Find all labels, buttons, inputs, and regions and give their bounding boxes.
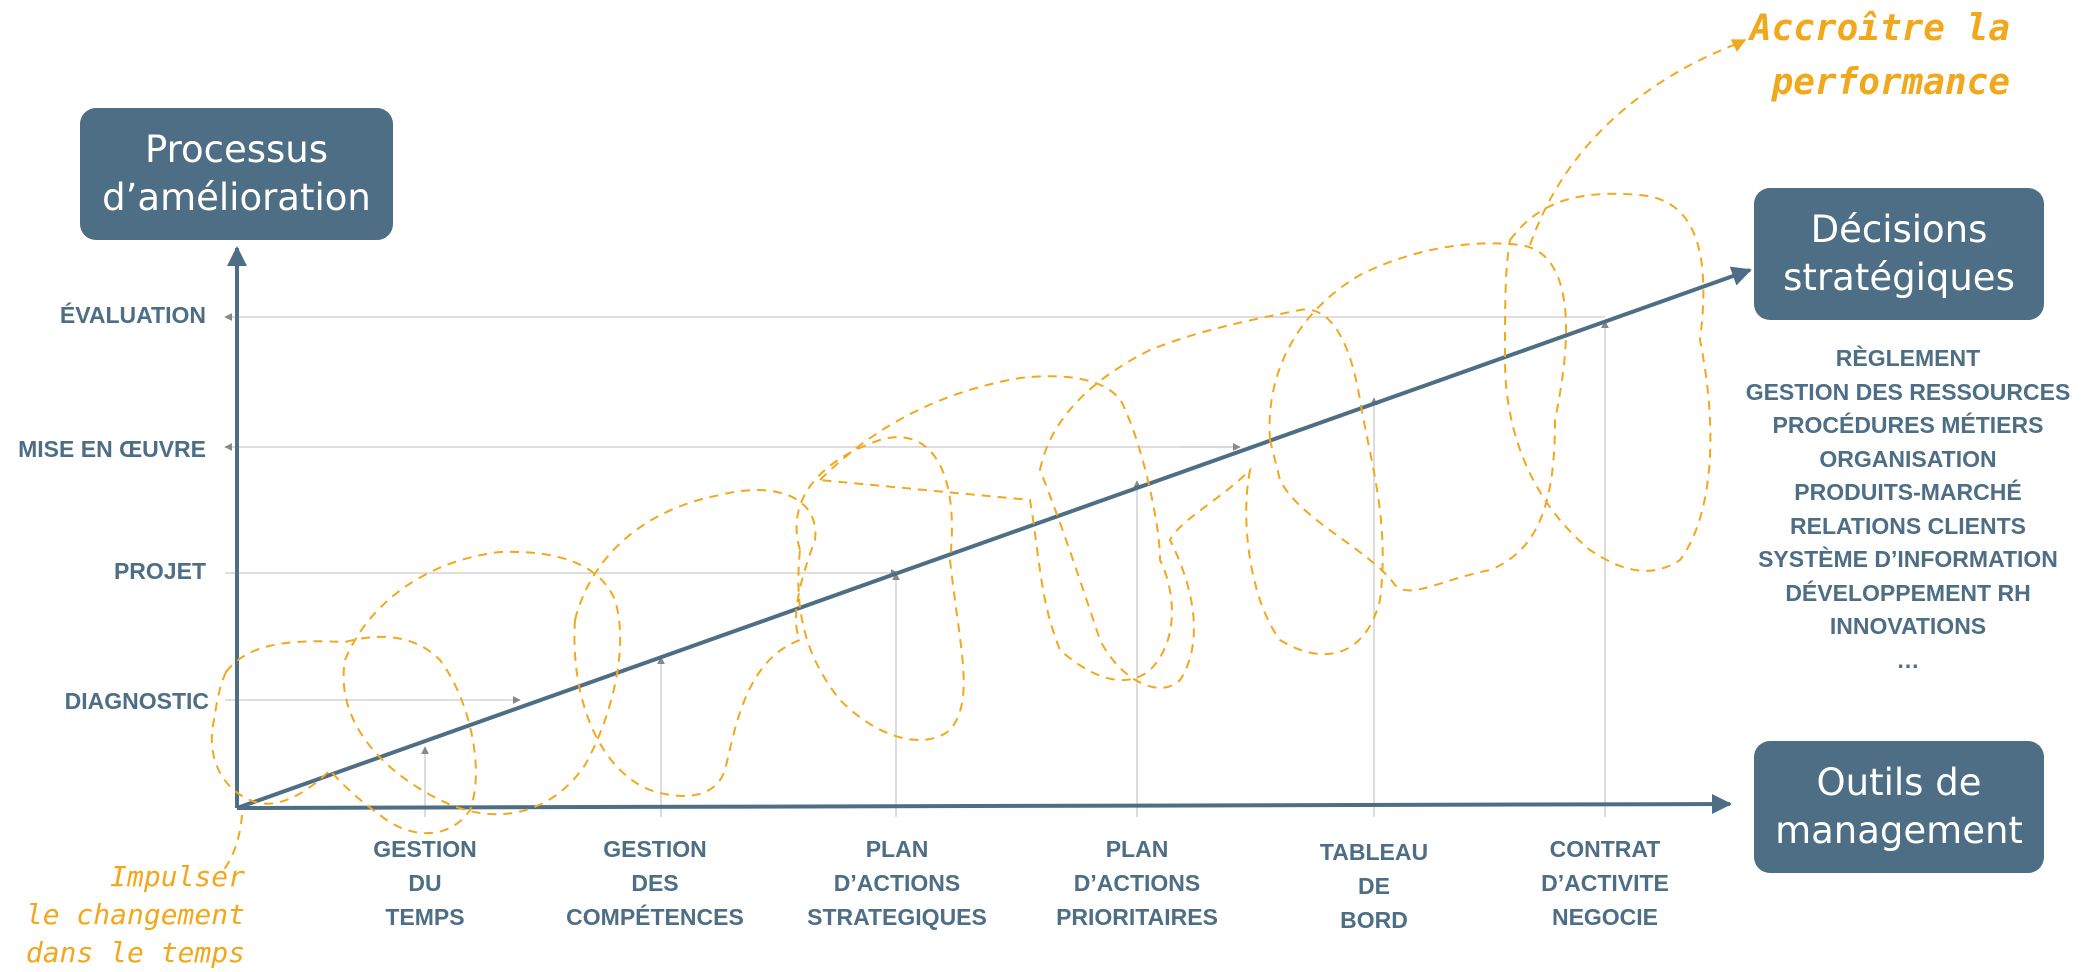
decision-item: PRODUITS-MARCHÉ — [1794, 479, 2022, 505]
decisions-title-box: Décisions stratégiques — [1754, 188, 2044, 320]
tool-label-line: DU — [408, 870, 442, 896]
change-note-line-1: Impulser — [110, 860, 245, 893]
tool-label-line: D’ACTIONS — [1073, 870, 1201, 896]
change-note: Impulser le changement dans le temps — [0, 858, 245, 972]
tool-label-line: CONTRAT — [1549, 836, 1661, 862]
tool-label-line: BORD — [1340, 907, 1408, 933]
tool-label-line: NEGOCIE — [1551, 904, 1659, 930]
tool-label-line: DES — [631, 870, 679, 896]
tool-guides — [421, 320, 1609, 817]
decisions-list: RÈGLEMENT GESTION DES RESSOURCES PROCÉDU… — [1743, 342, 2073, 677]
decision-item: PROCÉDURES MÉTIERS — [1772, 412, 2044, 438]
cycle-2 — [342, 550, 622, 816]
tool-label-plan-actions-prioritaires: PLAN D’ACTIONS PRIORITAIRES — [1017, 832, 1257, 934]
tool-label-line: COMPÉTENCES — [566, 904, 744, 930]
decision-item: ORGANISATION — [1819, 445, 1997, 472]
y-axis-title-line-2: d’amélioration — [102, 176, 371, 219]
cycle-4 — [795, 436, 965, 741]
tool-label-line: DE — [1358, 873, 1390, 899]
tool-label-line: PLAN — [1105, 836, 1169, 862]
tool-label-gestion-des-competences: GESTION DES COMPÉTENCES — [535, 832, 775, 934]
decision-item: SYSTÈME D’INFORMATION — [1758, 546, 2058, 572]
tool-label-line: TEMPS — [385, 904, 465, 930]
level-guides — [224, 313, 1605, 704]
level-label-projet: PROJET — [113, 558, 206, 584]
level-label-evaluation: ÉVALUATION — [59, 302, 206, 328]
level-label-mise-en-oeuvre: MISE EN ŒUVRE — [18, 436, 206, 462]
tool-label-line: D’ACTIONS — [833, 870, 961, 896]
tool-label-line: GESTION — [373, 836, 477, 862]
decision-item: … — [1896, 646, 1920, 673]
progress-diagonal — [236, 266, 1752, 810]
cycle-7 — [1268, 242, 1567, 592]
performance-path — [221, 39, 1747, 873]
tool-label-line: D’ACTIVITE — [1541, 870, 1669, 896]
cycle-5 — [817, 375, 1173, 682]
tools-title-line-2: management — [1775, 809, 2023, 852]
tool-label-plan-actions-strategiques: PLAN D’ACTIONS STRATEGIQUES — [777, 832, 1017, 934]
decisions-title-line-2: stratégiques — [1783, 256, 2015, 299]
decisions-title-line-1: Décisions — [1810, 207, 1988, 251]
performance-note-line-2: performance — [1771, 62, 2010, 103]
decision-item: INNOVATIONS — [1829, 613, 1987, 639]
level-label-diagnostic: DIAGNOSTIC — [64, 688, 209, 714]
tool-label-line: PLAN — [865, 836, 929, 862]
performance-arrow — [1529, 39, 1747, 246]
cycle-8 — [1503, 192, 1712, 572]
tool-label-gestion-du-temps: GESTION DU TEMPS — [305, 832, 545, 934]
cycle-3 — [573, 489, 817, 797]
tool-label-line: GESTION — [603, 836, 707, 862]
y-axis-title-line-1: Processus — [144, 127, 329, 171]
tool-label-contrat-activite-negocie: CONTRAT D’ACTIVITE NEGOCIE — [1485, 832, 1725, 934]
performance-note: Accroître la performance — [1740, 2, 2010, 110]
tool-label-line: TABLEAU — [1319, 839, 1429, 865]
decision-item: GESTION DES RESSOURCES — [1745, 378, 2071, 405]
x-axis — [236, 794, 1732, 815]
performance-note-line-1: Accroître la — [1749, 8, 2010, 49]
change-note-line-3: dans le temps — [25, 936, 245, 969]
y-axis-title-box: Processus d’amélioration — [80, 108, 393, 240]
tools-title-box: Outils de management — [1754, 741, 2044, 873]
decision-item: DÉVELOPPEMENT RH — [1785, 579, 2031, 606]
decision-item: RELATIONS CLIENTS — [1790, 512, 2026, 539]
improvement-cycles — [210, 192, 1712, 835]
decision-item: RÈGLEMENT — [1835, 345, 1981, 371]
axes — [227, 246, 1752, 815]
tool-label-tableau-de-bord: TABLEAU DE BORD — [1254, 835, 1494, 937]
tool-label-line: STRATEGIQUES — [807, 904, 987, 930]
change-note-line-2: le changement — [25, 898, 245, 931]
change-connector — [221, 814, 243, 873]
tools-title-line-1: Outils de — [1816, 760, 1982, 804]
cycle-6 — [1038, 308, 1384, 689]
tool-label-line: PRIORITAIRES — [1056, 904, 1218, 930]
cycle-1 — [210, 635, 477, 835]
